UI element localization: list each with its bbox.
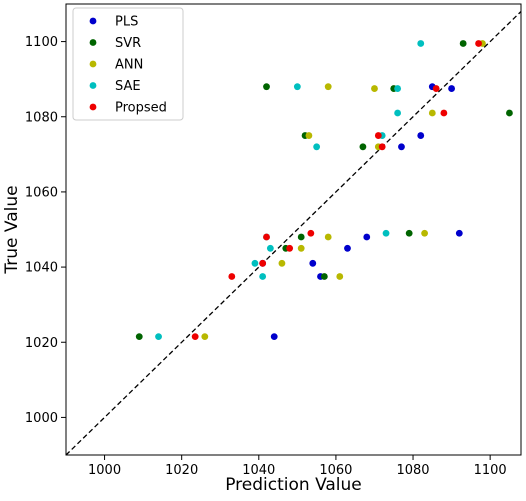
point-propsed [374, 132, 382, 139]
axis-ticks: 1000 1020 1040 1060 1080 1100 1000 1020 1040 1060… [25, 35, 507, 478]
point-ann [324, 233, 332, 241]
legend-box [72, 7, 184, 121]
x-tick-label: 1020 [165, 463, 198, 478]
y-tick-label: 1100 [25, 35, 58, 50]
point-ann [324, 83, 332, 91]
point-svr [263, 83, 270, 91]
point-propsed [228, 273, 236, 280]
point-ann [421, 229, 429, 237]
point-propsed [191, 333, 199, 341]
point-sae [155, 333, 162, 341]
legend-marker-svr [89, 39, 97, 46]
legend: PLS SVR ANN SAE Propsed [72, 7, 184, 121]
point-ann [428, 109, 436, 117]
point-propsed [307, 229, 315, 237]
point-ann [371, 85, 378, 92]
point-pls [309, 259, 317, 267]
point-pls [363, 233, 371, 241]
point-propsed [259, 259, 267, 267]
point-pls [398, 143, 405, 151]
legend-marker-sae [89, 82, 97, 89]
y-tick-label: 1040 [25, 261, 58, 276]
point-ann [278, 259, 286, 267]
legend-label-ann: ANN [115, 58, 143, 73]
point-ann [336, 273, 344, 280]
point-pls [448, 85, 455, 92]
x-tick-label: 1060 [319, 463, 352, 478]
legend-marker-propsed [89, 103, 97, 111]
point-svr [320, 273, 328, 280]
x-tick-label: 1040 [242, 463, 275, 478]
data-points [135, 40, 513, 341]
point-propsed [475, 40, 482, 47]
point-propsed [432, 85, 440, 92]
point-svr [506, 109, 513, 117]
point-svr [359, 143, 367, 151]
x-tick-label: 1080 [396, 463, 429, 478]
point-pls [417, 132, 425, 139]
reference-line-group [65, 11, 522, 456]
point-svr [459, 40, 467, 47]
y-tick-label: 1000 [25, 411, 58, 426]
point-ann [297, 244, 305, 252]
point-pls [344, 244, 351, 252]
x-tick-label: 1100 [474, 463, 507, 478]
point-sae [313, 143, 321, 151]
point-svr [135, 333, 143, 341]
legend-label-propsed: Propsed [115, 101, 167, 116]
x-axis-title: Prediction Value [225, 475, 362, 495]
y-tick-label: 1060 [25, 185, 58, 200]
legend-label-svr: SVR [115, 36, 141, 51]
legend-label-pls: PLS [115, 15, 138, 30]
point-svr [297, 233, 305, 241]
point-pls [270, 333, 278, 341]
point-sae [266, 244, 274, 252]
x-tick-label: 1000 [88, 463, 121, 478]
point-sae [259, 273, 267, 280]
point-pls [455, 229, 463, 237]
y-axis-title: True Value [2, 185, 22, 274]
point-propsed [263, 233, 270, 241]
point-sae [394, 109, 402, 117]
point-propsed [378, 143, 386, 151]
plot-frame [65, 3, 522, 456]
point-svr [405, 229, 413, 237]
point-sae [417, 40, 425, 47]
point-ann [305, 132, 313, 139]
point-propsed [440, 109, 448, 117]
point-sae [394, 85, 402, 92]
point-propsed [286, 244, 294, 252]
point-sae [382, 229, 390, 237]
legend-marker-ann [89, 60, 97, 68]
point-ann [201, 333, 209, 341]
legend-label-sae: SAE [115, 79, 141, 94]
point-sae [251, 259, 259, 267]
point-sae [293, 83, 301, 91]
legend-marker-pls [89, 17, 97, 25]
y-tick-label: 1020 [25, 336, 58, 351]
reference-line [65, 11, 522, 456]
y-tick-label: 1080 [25, 110, 58, 125]
